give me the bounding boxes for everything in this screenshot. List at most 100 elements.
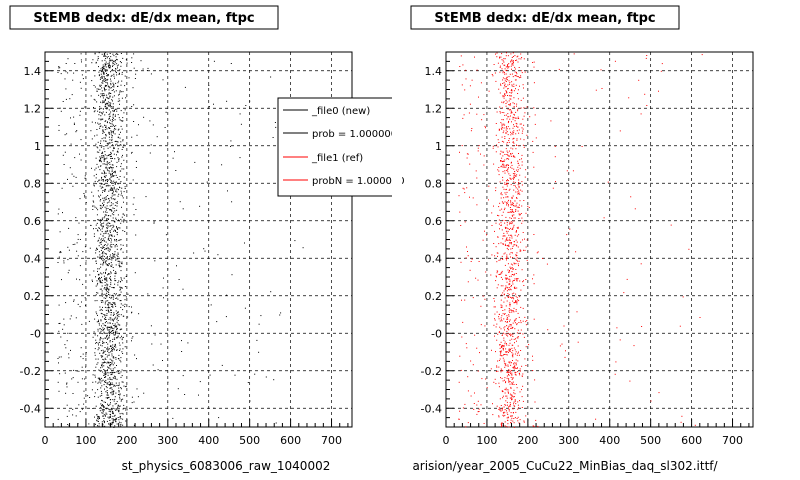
y-tick-label: 1.4 bbox=[425, 65, 443, 78]
data-point bbox=[113, 385, 115, 387]
data-point bbox=[83, 397, 85, 399]
data-point bbox=[114, 396, 116, 398]
data-point bbox=[501, 107, 503, 109]
data-point bbox=[117, 323, 119, 325]
data-point bbox=[517, 166, 519, 168]
data-point bbox=[106, 79, 108, 81]
data-point bbox=[103, 288, 105, 290]
data-point bbox=[101, 258, 103, 260]
y-tick-label: 1 bbox=[435, 140, 442, 153]
data-point bbox=[500, 222, 502, 224]
data-point bbox=[65, 63, 67, 64]
data-point bbox=[165, 111, 167, 113]
data-point bbox=[104, 373, 106, 375]
data-point bbox=[122, 381, 124, 383]
data-point bbox=[93, 107, 94, 108]
data-point bbox=[98, 274, 100, 276]
legend-entry-probN: probN = 1.000000 bbox=[312, 176, 405, 187]
data-point bbox=[119, 329, 121, 331]
data-point bbox=[230, 63, 232, 64]
data-point bbox=[500, 122, 502, 124]
data-point bbox=[514, 171, 516, 172]
data-point bbox=[511, 85, 513, 87]
data-point bbox=[515, 187, 517, 189]
data-point bbox=[526, 106, 528, 108]
data-point bbox=[112, 244, 114, 245]
data-point bbox=[81, 61, 82, 63]
data-point bbox=[95, 294, 97, 296]
data-point bbox=[62, 101, 64, 102]
data-point bbox=[213, 60, 215, 62]
legend: _file0 (new) prob = 1.000000 _file1 (ref… bbox=[277, 96, 405, 200]
data-point bbox=[178, 279, 180, 280]
data-point bbox=[112, 392, 114, 394]
data-point bbox=[74, 63, 76, 64]
data-point bbox=[506, 196, 508, 198]
data-point bbox=[93, 228, 94, 230]
data-point bbox=[117, 407, 119, 409]
data-point bbox=[513, 280, 515, 281]
data-point bbox=[98, 268, 100, 270]
data-point bbox=[521, 217, 523, 219]
data-point bbox=[517, 226, 519, 228]
data-point bbox=[143, 392, 145, 394]
data-point bbox=[97, 342, 99, 344]
data-point bbox=[135, 160, 137, 162]
data-point bbox=[523, 124, 525, 126]
data-point bbox=[508, 244, 510, 246]
data-point bbox=[111, 171, 113, 173]
data-point bbox=[516, 197, 518, 198]
data-point bbox=[510, 333, 512, 335]
data-point bbox=[98, 179, 100, 181]
data-point bbox=[93, 85, 95, 86]
data-point bbox=[508, 150, 510, 152]
data-point bbox=[103, 131, 105, 133]
data-point bbox=[106, 372, 108, 374]
data-point bbox=[501, 369, 503, 371]
data-point bbox=[514, 399, 516, 401]
data-point bbox=[510, 275, 512, 277]
data-point bbox=[110, 384, 112, 385]
data-point bbox=[102, 306, 103, 308]
data-point bbox=[511, 417, 513, 419]
data-point bbox=[500, 328, 502, 330]
data-point bbox=[509, 309, 511, 311]
data-point bbox=[113, 214, 115, 216]
data-point bbox=[109, 185, 111, 187]
data-point bbox=[461, 336, 463, 338]
data-point bbox=[102, 187, 104, 189]
data-point bbox=[114, 210, 116, 212]
legend-entry-file0: _file0 (new) bbox=[311, 106, 370, 117]
data-point bbox=[114, 283, 116, 285]
data-point bbox=[59, 251, 61, 252]
data-point bbox=[101, 138, 103, 140]
data-point bbox=[513, 90, 515, 92]
data-point bbox=[504, 388, 506, 390]
data-point bbox=[640, 113, 642, 115]
data-point bbox=[107, 329, 109, 331]
data-point bbox=[111, 382, 113, 384]
data-point bbox=[114, 414, 116, 416]
data-point bbox=[514, 244, 516, 246]
data-point bbox=[58, 125, 60, 126]
data-point bbox=[504, 245, 506, 246]
data-point bbox=[498, 316, 500, 318]
data-point bbox=[62, 154, 64, 156]
data-point bbox=[502, 186, 504, 188]
data-point bbox=[112, 226, 114, 228]
data-point bbox=[119, 103, 120, 105]
data-point bbox=[511, 91, 513, 93]
data-point bbox=[116, 297, 118, 299]
data-point bbox=[106, 285, 108, 287]
data-point bbox=[503, 112, 505, 114]
data-point bbox=[116, 65, 118, 67]
data-point bbox=[94, 110, 96, 112]
data-point bbox=[520, 107, 522, 109]
data-point bbox=[459, 211, 461, 213]
data-point bbox=[77, 238, 79, 240]
data-point bbox=[506, 164, 508, 166]
data-point bbox=[512, 195, 514, 197]
data-point bbox=[79, 265, 81, 267]
data-point bbox=[105, 166, 107, 168]
data-point bbox=[108, 170, 110, 172]
